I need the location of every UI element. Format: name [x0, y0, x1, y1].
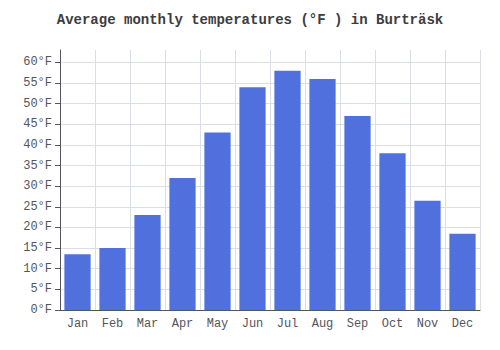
svg-text:Apr: Apr	[172, 317, 194, 331]
svg-text:Nov: Nov	[417, 317, 439, 331]
svg-text:Oct: Oct	[382, 317, 404, 331]
svg-text:15°F: 15°F	[23, 241, 52, 255]
svg-text:May: May	[207, 317, 229, 331]
svg-text:10°F: 10°F	[23, 262, 52, 276]
svg-text:Mar: Mar	[137, 317, 159, 331]
svg-text:55°F: 55°F	[23, 76, 52, 90]
svg-text:Dec: Dec	[452, 317, 474, 331]
svg-text:50°F: 50°F	[23, 97, 52, 111]
svg-text:40°F: 40°F	[23, 138, 52, 152]
svg-text:60°F: 60°F	[23, 55, 52, 69]
svg-text:45°F: 45°F	[23, 117, 52, 131]
svg-text:Jul: Jul	[277, 317, 299, 331]
svg-text:Jun: Jun	[242, 317, 264, 331]
svg-text:Feb: Feb	[102, 317, 124, 331]
svg-text:30°F: 30°F	[23, 179, 52, 193]
svg-text:20°F: 20°F	[23, 220, 52, 234]
svg-text:Average monthly temperatures (: Average monthly temperatures (°F ) in Bu…	[57, 12, 443, 28]
svg-text:Jan: Jan	[67, 317, 89, 331]
svg-text:35°F: 35°F	[23, 159, 52, 173]
svg-text:Aug: Aug	[312, 317, 334, 331]
svg-text:Sep: Sep	[347, 317, 369, 331]
svg-text:5°F: 5°F	[30, 282, 52, 296]
svg-text:0°F: 0°F	[30, 303, 52, 317]
svg-text:25°F: 25°F	[23, 200, 52, 214]
